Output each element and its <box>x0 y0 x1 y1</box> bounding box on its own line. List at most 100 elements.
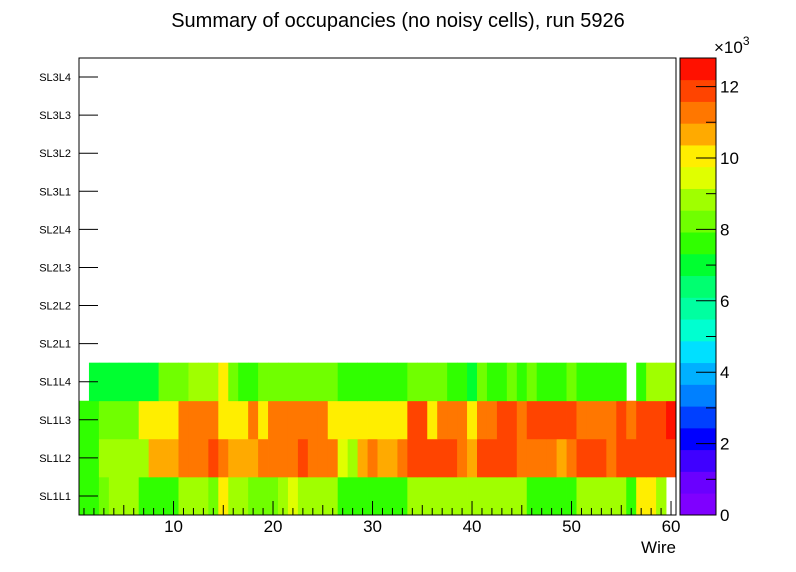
x-axis-label: Wire <box>641 538 676 557</box>
heatmap-cell <box>397 362 408 402</box>
heatmap-cell <box>307 438 319 478</box>
heatmap-cell <box>447 438 458 478</box>
y-tick-label: SL1L2 <box>39 453 71 465</box>
heatmap-cell <box>118 362 130 402</box>
color-scale-tick-label: 0 <box>720 506 729 525</box>
color-scale-band <box>680 253 716 277</box>
heatmap-cell <box>228 438 239 478</box>
y-tick-label: SL1L1 <box>39 491 71 503</box>
heatmap-cell <box>566 400 577 440</box>
heatmap-cell <box>526 362 538 402</box>
heatmap-cell <box>666 438 677 478</box>
y-tick-label: SL3L4 <box>39 72 71 84</box>
heatmap-cell <box>138 362 150 402</box>
color-scale-band <box>680 471 716 494</box>
heatmap-cell <box>586 476 597 516</box>
heatmap-cell <box>168 400 179 440</box>
heatmap-cell <box>656 400 667 440</box>
heatmap-cell <box>606 400 617 440</box>
heatmap-cell <box>606 362 617 402</box>
heatmap-cell <box>387 438 398 478</box>
heatmap-cell <box>477 476 488 516</box>
heatmap-cell <box>437 400 448 440</box>
heatmap-cell <box>516 476 528 516</box>
heatmap-cell <box>258 438 269 478</box>
heatmap-cell <box>148 362 159 402</box>
heatmap-cell <box>636 362 647 402</box>
x-tick-label: 60 <box>662 517 681 536</box>
heatmap-cell <box>457 400 468 440</box>
y-tick-label: SL2L1 <box>39 339 71 351</box>
heatmap-cell <box>138 438 150 478</box>
heatmap-cell <box>347 362 358 402</box>
heatmap-cell <box>546 476 557 516</box>
heatmap-cell <box>248 400 259 440</box>
color-scale-band <box>680 79 716 102</box>
heatmap-cell <box>516 362 528 402</box>
heatmap-cell <box>556 400 567 440</box>
heatmap-cell <box>367 476 378 516</box>
heatmap-cell <box>158 362 169 402</box>
heatmap-cell <box>397 400 408 440</box>
heatmap-cell <box>98 438 110 478</box>
color-scale-band <box>680 319 716 342</box>
heatmap-cell <box>506 476 518 516</box>
heatmap-cell <box>337 476 349 516</box>
heatmap-cell <box>118 438 130 478</box>
color-scale-band <box>680 427 716 451</box>
heatmap-cell <box>198 400 209 440</box>
heatmap-cell <box>576 362 587 402</box>
heatmap-cell <box>98 476 110 516</box>
color-scale-band <box>680 123 716 146</box>
heatmap-cell <box>496 476 508 516</box>
heatmap-cell <box>616 400 627 440</box>
heatmap-cell <box>437 476 448 516</box>
heatmap-cell <box>357 400 368 440</box>
heatmap-cell <box>407 438 418 478</box>
heatmap-cell <box>317 400 329 440</box>
heatmap-cell <box>656 438 667 478</box>
heatmap-cell <box>128 476 140 516</box>
heatmap-cell <box>208 362 219 402</box>
plot-frame <box>78 57 677 516</box>
heatmap-cell <box>427 438 438 478</box>
heatmap-cell <box>387 362 398 402</box>
heatmap-cell <box>128 438 140 478</box>
heatmap-cell <box>586 400 597 440</box>
heatmap-cell <box>198 362 209 402</box>
heatmap-cell <box>228 400 239 440</box>
y-tick-label: SL2L2 <box>39 301 71 313</box>
heatmap-cell <box>178 476 189 516</box>
heatmap-cell <box>357 362 368 402</box>
heatmap-cell <box>258 400 269 440</box>
heatmap-cell <box>656 362 667 402</box>
heatmap-cell <box>327 438 339 478</box>
heatmap-cell <box>377 476 388 516</box>
heatmap-cell <box>287 400 299 440</box>
heatmap-cell <box>138 400 150 440</box>
heatmap-cell <box>636 400 647 440</box>
color-scale-band <box>680 384 716 407</box>
heatmap-cell <box>218 400 229 440</box>
heatmap-cell <box>218 476 229 516</box>
y-tick-label: SL2L4 <box>39 224 71 236</box>
color-scale-exponent: ×103 <box>714 34 750 57</box>
heatmap-cell <box>278 400 289 440</box>
y-tick-label: SL1L4 <box>39 377 71 389</box>
heatmap-cell <box>556 476 567 516</box>
heatmap-cell <box>477 400 488 440</box>
heatmap-cell <box>457 476 468 516</box>
heatmap-cell <box>526 438 538 478</box>
heatmap-cell <box>98 362 110 402</box>
heatmap-cell <box>526 400 538 440</box>
heatmap-cell <box>347 438 358 478</box>
heatmap-cell <box>198 476 209 516</box>
heatmap-cell <box>168 476 179 516</box>
heatmap-cell <box>526 476 538 516</box>
color-scale-tick-label: 10 <box>720 149 739 168</box>
heatmap-cell <box>248 476 259 516</box>
color-scale-band <box>680 210 716 233</box>
color-scale-tick-label: 8 <box>720 220 729 239</box>
heatmap-cell <box>636 438 647 478</box>
